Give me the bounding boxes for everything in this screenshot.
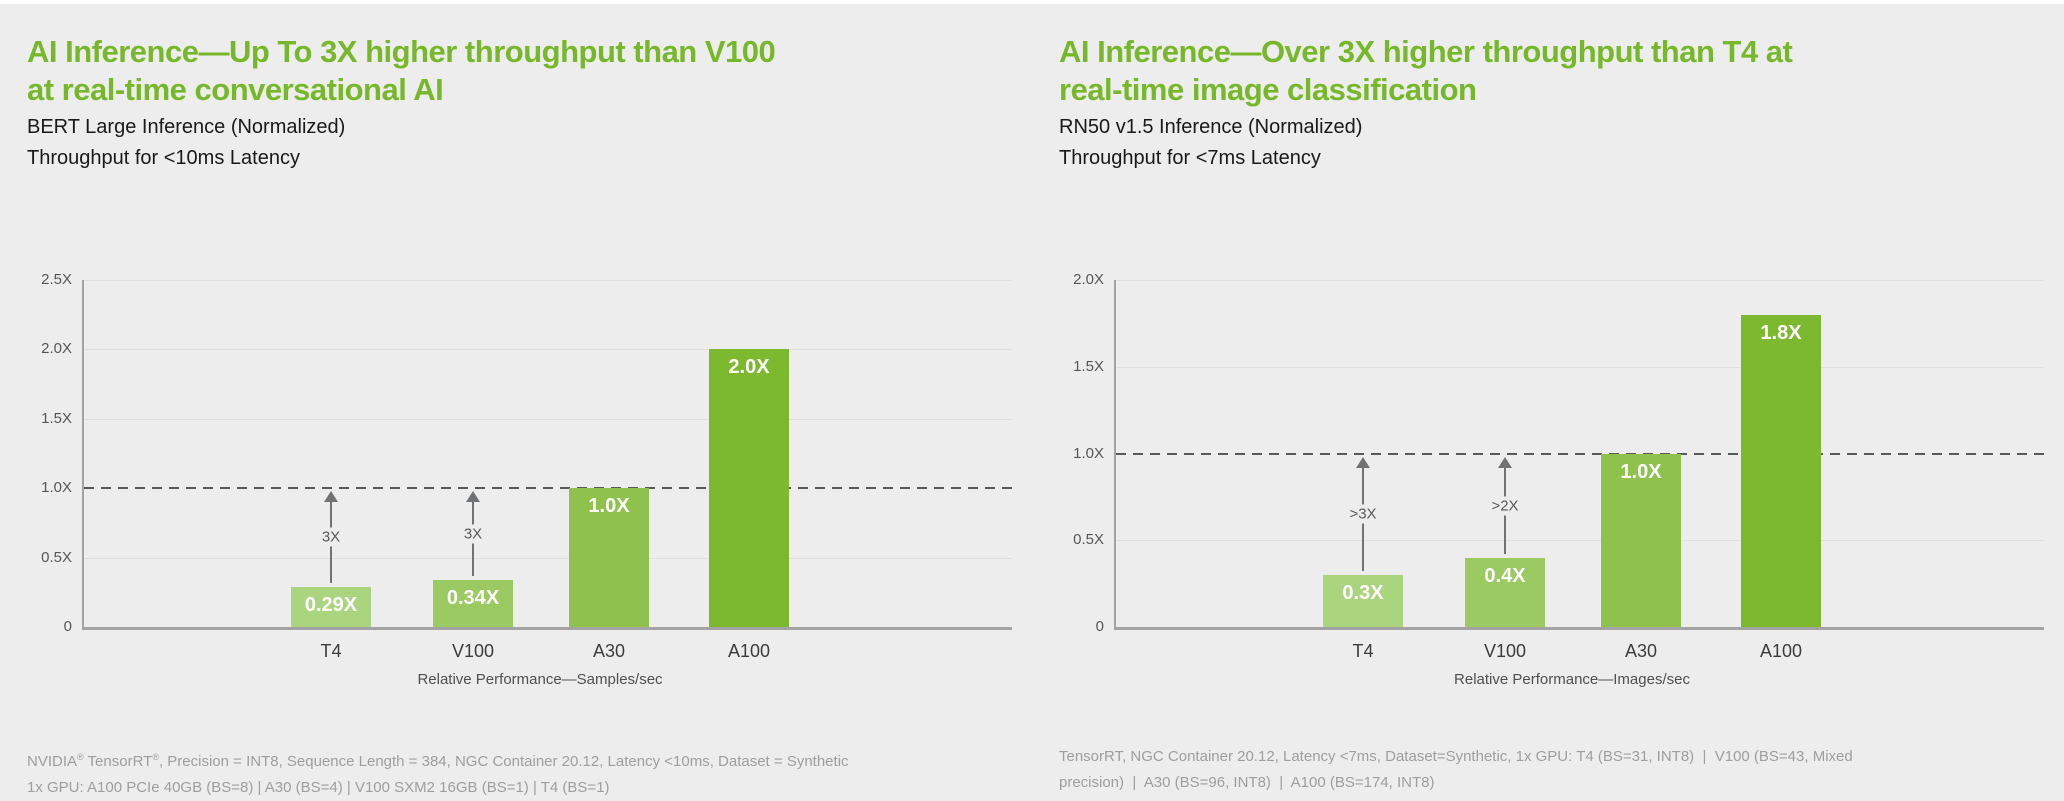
improvement-arrow-label: 3X: [458, 524, 488, 544]
category-label-a30: A30: [592, 641, 626, 661]
footnote-line: precision) | A30 (BS=96, INT8) | A100 (B…: [1059, 774, 1435, 791]
bar-value-label: 0.3X: [1342, 581, 1384, 604]
chart-subtitle-line: BERT Large Inference (Normalized): [27, 116, 346, 138]
category-label-a100: A100: [727, 641, 771, 661]
gridline: [1116, 366, 2044, 368]
bar-value-label: 1.8X: [1760, 321, 1802, 344]
gridline: [1116, 280, 2044, 281]
y-axis-tick-label: 0: [63, 618, 72, 635]
category-label-a100: A100: [1759, 641, 1803, 661]
bar-t4: 0.29X: [291, 586, 371, 627]
reference-line-1x: [84, 487, 1012, 490]
page-title-line: AI Inference—Over 3X higher throughput t…: [1059, 33, 1793, 69]
bar-a30: 1.0X: [1601, 453, 1681, 627]
bar-v100: 0.4X: [1465, 557, 1545, 627]
bar-v100: 0.34X: [433, 579, 513, 627]
y-axis-tick-label: 2.0X: [1073, 271, 1104, 288]
y-axis-tick-label: 0.5X: [1073, 531, 1104, 549]
improvement-arrow-label: >3X: [1344, 504, 1382, 524]
y-axis-tick-label: 1.5X: [41, 409, 72, 427]
category-label-t4: T4: [320, 641, 342, 661]
gridline: [84, 280, 1012, 281]
page-title: AI Inference—Up To 3X higher throughput …: [27, 33, 776, 109]
footnote-line: 1x GPU: A100 PCIe 40GB (BS=8) | A30 (BS=…: [27, 779, 610, 796]
bar-value-label: 1.0X: [588, 495, 630, 518]
page-title-line: AI Inference—Up To 3X higher throughput …: [27, 33, 776, 69]
category-label-v100: V100: [451, 641, 495, 661]
y-axis-tick-label: 0.5X: [41, 548, 72, 566]
bar-chart-plot-area: 0 0.5X 1.0X 1.5X 2.0X 0.3X T4 0.4X V100 1.0X A30 1.…: [1073, 271, 2044, 688]
bar-a100: 2.0X: [709, 349, 789, 627]
category-label-t4: T4: [1352, 641, 1374, 661]
chart-subtitle-line: Throughput for <7ms Latency: [1059, 147, 1321, 169]
chart-subtitle: BERT Large Inference (Normalized) Throug…: [27, 112, 345, 174]
chart-subtitle-line: RN50 v1.5 Inference (Normalized): [1059, 116, 1363, 138]
bar-value-label: 0.4X: [1484, 564, 1526, 587]
chart-subtitle: RN50 v1.5 Inference (Normalized) Through…: [1059, 112, 1362, 174]
y-axis-tick-label: 1.5X: [1073, 357, 1104, 375]
y-axis-tick-label: 0: [1095, 618, 1104, 635]
improvement-arrow-label: 3X: [316, 527, 346, 547]
chart-panel-bert-inference: AI Inference—Up To 3X higher throughput …: [0, 0, 1032, 800]
page-title: AI Inference—Over 3X higher throughput t…: [1059, 33, 1793, 109]
chart-footnote: TensorRT, NGC Container 20.12, Latency <…: [1059, 744, 1853, 796]
bar-value-label: 0.34X: [446, 586, 500, 609]
x-axis-label: Relative Performance—Samples/sec: [417, 671, 663, 688]
page-title-line: at real-time conversational AI: [27, 71, 444, 107]
bar-value-label: 2.0X: [728, 356, 770, 379]
category-label-a30: A30: [1624, 641, 1658, 661]
bar-value-label: 0.29X: [304, 593, 358, 616]
reference-line-1x: [1116, 452, 2044, 455]
chart-footnote: NVIDIA® TensorRT®, Precision = INT8, Seq…: [27, 744, 849, 801]
y-axis-tick-label: 1.0X: [41, 479, 72, 497]
category-label-v100: V100: [1483, 641, 1527, 661]
y-axis-tick-label: 2.0X: [41, 340, 72, 358]
chart-panel-rn50-inference: AI Inference—Over 3X higher throughput t…: [1032, 0, 2064, 800]
bar-value-label: 1.0X: [1620, 460, 1662, 483]
gridline: [84, 349, 1012, 351]
page-title-line: real-time image classification: [1059, 71, 1477, 107]
improvement-arrow-head: [324, 491, 338, 503]
gridline: [84, 557, 1012, 559]
bar-a30: 1.0X: [569, 488, 649, 627]
y-axis-tick-label: 1.0X: [1073, 444, 1104, 462]
bar-a100: 1.8X: [1741, 314, 1821, 627]
chart-subtitle-line: Throughput for <10ms Latency: [27, 147, 300, 169]
x-axis-label: Relative Performance—Images/sec: [1454, 671, 1690, 688]
bar-t4: 0.3X: [1323, 574, 1403, 627]
footnote-line: TensorRT, NGC Container 20.12, Latency <…: [1059, 748, 1853, 765]
footnote-line: NVIDIA® TensorRT®, Precision = INT8, Seq…: [27, 752, 849, 770]
improvement-arrow-label: >2X: [1486, 496, 1524, 516]
improvement-arrow-head: [466, 491, 480, 503]
bar-chart-plot-area: 0 0.5X 1.0X 1.5X 2.0X 2.5X 0.29X T4 0.34X V100 1.0…: [41, 271, 1012, 688]
improvement-arrow-head: [1356, 456, 1370, 468]
top-divider-strip: [0, 0, 2064, 4]
gridline: [84, 418, 1012, 420]
improvement-arrow-head: [1498, 456, 1512, 468]
gridline: [1116, 540, 2044, 542]
y-axis-tick-label: 2.5X: [41, 271, 72, 288]
